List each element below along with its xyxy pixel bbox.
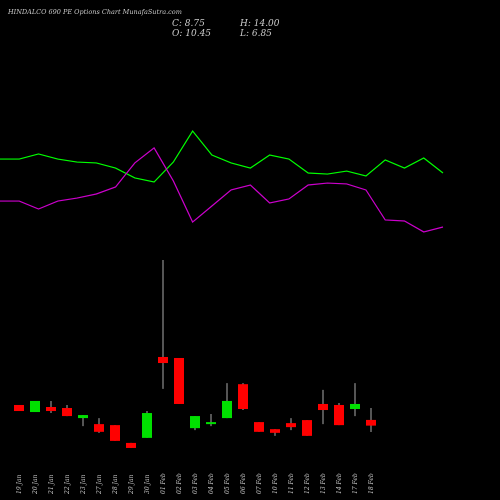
open-label: O: 10.45 [172, 29, 211, 39]
x-tick-label: 30 Jan [144, 474, 151, 494]
x-tick-label: 07 Feb [256, 473, 263, 494]
x-tick-label: 23 Jan [80, 474, 87, 495]
x-tick-label: 02 Feb [176, 473, 183, 494]
candle-body [14, 404, 24, 412]
low-label: L: 6.85 [239, 29, 272, 39]
candle-body [302, 420, 312, 436]
candle-body [46, 406, 56, 412]
candle-body [30, 400, 40, 413]
candle-body [62, 408, 72, 417]
x-tick-label: 12 Feb [304, 473, 311, 494]
x-tick-label: 19 Jan [16, 474, 23, 494]
x-tick-label: 03 Feb [192, 473, 199, 494]
x-tick-label: 13 Feb [320, 473, 327, 494]
indicator-line [0, 129, 444, 183]
x-tick-label: 11 Feb [288, 473, 295, 494]
x-tick-label: 10 Feb [272, 473, 279, 494]
candle-body [190, 416, 200, 429]
x-tick-label: 01 Feb [160, 473, 167, 494]
candle-body [350, 403, 360, 410]
x-tick-label: 29 Jan [128, 474, 135, 495]
candle-body [158, 356, 168, 364]
x-tick-label: 18 Feb [368, 473, 375, 494]
candle-body [334, 404, 344, 426]
candle-body [78, 415, 88, 419]
high-label: H: 14.00 [239, 19, 280, 29]
chart-title: HINDALCO 690 PE Options Chart MunafaSutr… [7, 8, 182, 16]
close-label: C: 8.75 [172, 19, 205, 29]
x-tick-label: 17 Feb [352, 473, 359, 494]
candle-body [126, 442, 136, 448]
candle-body [366, 419, 376, 426]
candle-body [94, 424, 104, 432]
x-tick-label: 05 Feb [224, 473, 231, 494]
candle-body [270, 429, 280, 433]
x-tick-label: 22 Jan [64, 474, 71, 495]
candle-body [254, 422, 264, 432]
candle-body [110, 425, 120, 441]
x-tick-label: 04 Feb [208, 473, 215, 494]
candle-body [142, 413, 152, 438]
candle-body [318, 403, 328, 411]
x-tick-label: 27 Jan [96, 474, 103, 495]
x-tick-label: 20 Jan [32, 474, 39, 495]
indicator-line [0, 147, 444, 233]
x-tick-label: 21 Jan [48, 474, 55, 495]
candle-body [238, 384, 248, 410]
candle-body [174, 357, 184, 404]
x-tick-label: 06 Feb [240, 473, 247, 494]
candle-body [222, 400, 232, 419]
x-tick-label: 14 Feb [336, 473, 343, 494]
x-tick-label: 28 Jan [112, 474, 119, 495]
candle-body [286, 423, 296, 428]
candle-body [206, 422, 216, 425]
